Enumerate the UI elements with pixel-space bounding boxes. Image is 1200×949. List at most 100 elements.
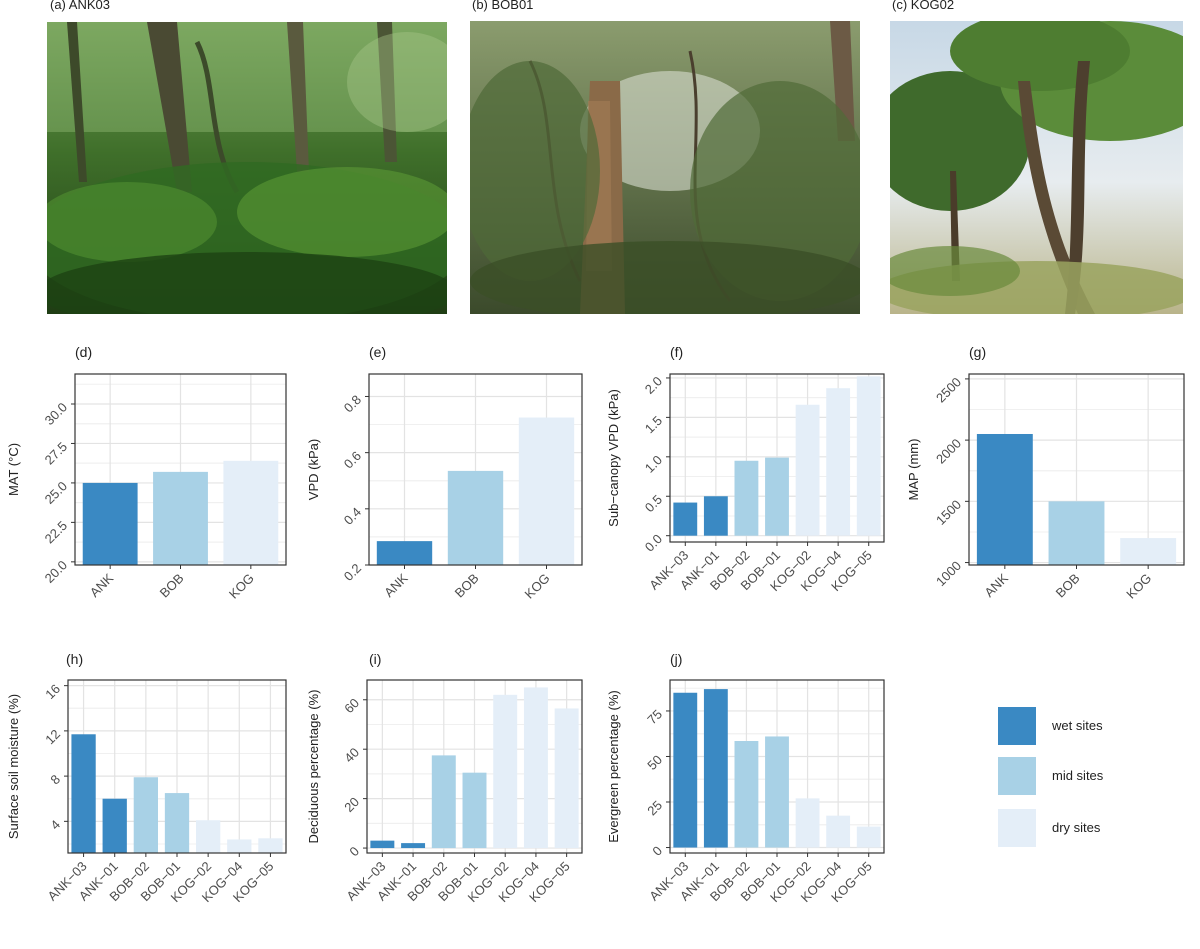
panel-label: (j) [670,651,682,667]
x-tick-label: KOG [226,571,257,602]
y-tick-label: 1000 [933,558,964,589]
bar [523,687,548,849]
y-tick-label: 20 [341,794,362,815]
y-tick-label: 4 [47,817,63,833]
y-tick-label: 0.8 [341,392,364,415]
y-tick-label: 75 [644,706,665,727]
legend-label-dry: dry sites [1052,820,1101,835]
bar [102,798,127,853]
y-axis-title: VPD (kPa) [306,439,321,500]
panel-label: (d) [75,344,92,360]
bar [401,843,426,849]
y-tick-label: 22.5 [42,518,71,547]
bar [227,839,252,853]
bar [795,798,820,848]
panel-label: (e) [369,344,386,360]
panel-label: (g) [969,344,986,360]
bar [856,376,881,536]
y-axis-title: Sub−canopy VPD (kPa) [606,389,621,527]
bar [703,496,728,536]
y-tick-label: 0.4 [341,504,364,527]
photo-dry-forest [890,21,1183,314]
x-tick-label: BOB [452,571,482,601]
y-tick-label: 1.0 [642,452,665,475]
y-tick-label: 0.2 [341,561,364,584]
chart-panel: 0204060ANK−03ANK−01BOB−02BOB−01KOG−02KOG… [306,651,583,905]
legend-key-wet [998,707,1036,745]
legend-key-dry [998,809,1036,847]
y-tick-label: 12 [42,726,63,747]
y-tick-label: 60 [341,695,362,716]
chart-panel: 0.2 0.4 0.6 0.8 ANK BOB KOG VPD (kPa) (e) [306,344,583,602]
y-tick-label: 20.0 [42,557,71,586]
bar [223,460,279,565]
photo-b-label: (b) BOB01 [472,0,534,12]
y-tick-label: 0.0 [642,531,665,554]
y-tick-label: 2000 [933,436,964,467]
bar [431,755,456,849]
y-axis-title: MAT (°C) [6,443,21,496]
y-tick-label: 25 [644,798,665,819]
x-tick-label: ANK [981,570,1011,600]
y-tick-label: 2500 [933,374,964,405]
bar [765,736,789,848]
y-tick-label: 0.5 [642,492,665,515]
bar [493,694,518,849]
bar [153,471,208,565]
bar [734,460,759,536]
photo-wet-forest [47,22,447,314]
bar [376,541,433,565]
bar [133,777,159,853]
chart-panel: 0.00.51.01.52.0ANK−03ANK−01BOB−02BOB−01K… [606,344,885,594]
bar [462,772,487,849]
chart-panel: 0255075ANK−03ANK−01BOB−02BOB−01KOG−02KOG… [606,651,885,905]
y-tick-label: 8 [47,772,63,788]
chart-panel: 20.0 22.5 25.0 27.5 30.0 ANK BOB KOG MAT (°C) (d) [6,344,287,602]
bar [518,417,575,565]
bar [82,482,138,565]
y-tick-label: 25.0 [42,478,71,507]
legend-label-wet: wet sites [1052,718,1103,733]
y-tick-label: 30.0 [42,400,71,429]
x-tick-label: BOB [157,571,187,601]
chart-panel: 481216ANK−03ANK−01BOB−02BOB−01KOG−02KOG−… [6,651,287,905]
bar [826,388,851,536]
legend-label-mid: mid sites [1052,768,1104,783]
x-tick-label: ANK [381,570,411,600]
y-tick-label: 0 [346,844,362,860]
bar [673,692,698,848]
bar [370,840,395,849]
y-tick-label: 1.5 [642,413,665,436]
bar [258,838,283,853]
photo-mid-forest [470,21,860,314]
y-tick-label: 0 [649,843,665,859]
bar [71,734,96,853]
bar [856,826,881,848]
bar [795,404,820,536]
y-axis-title: Deciduous percentage (%) [306,690,321,844]
y-axis-title: MAP (mm) [906,439,921,501]
panel-label: (f) [670,344,683,360]
y-tick-label: 2.0 [642,373,665,396]
y-axis-title: Surface soil moisture (%) [6,694,21,839]
bar [976,433,1033,565]
bar [1120,538,1177,565]
y-tick-label: 0.6 [341,448,364,471]
panel-label: (h) [66,651,83,667]
bar [765,457,789,536]
y-tick-label: 50 [644,752,665,773]
bar [447,470,504,565]
x-tick-label: BOB [1053,571,1083,601]
bar [1048,501,1105,565]
bar [673,502,698,536]
bar [554,708,579,849]
bar [195,820,221,853]
x-tick-label: ANK [87,570,117,600]
bar [164,793,190,853]
y-tick-label: 27.5 [42,439,71,468]
bar [826,815,851,848]
legend-key-mid [998,757,1036,795]
y-tick-label: 40 [341,745,362,766]
photo-a-label: (a) ANK03 [50,0,110,12]
